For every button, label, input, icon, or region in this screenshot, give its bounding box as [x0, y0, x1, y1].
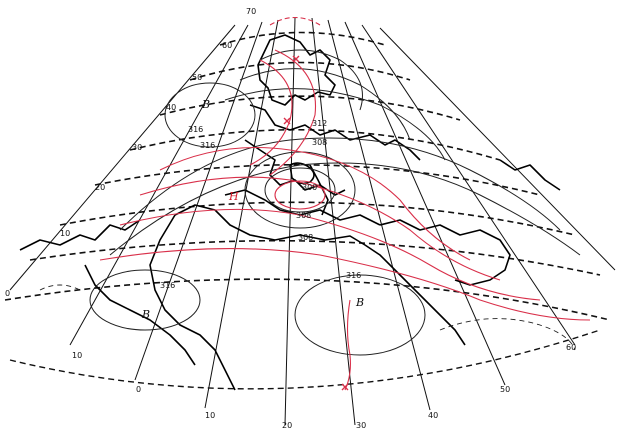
- meridian-label-10: 10: [60, 229, 70, 238]
- meridian-label-60: 60: [222, 41, 232, 50]
- center-marker-low: H: [228, 190, 239, 203]
- center-marker-b-south: B: [355, 296, 364, 309]
- contour-label-4: 308: [312, 138, 327, 147]
- bottom-label-50: 50: [500, 385, 510, 394]
- contour-labels: 316 316 312 308 300 308 308 316 316: [160, 119, 361, 290]
- contour-label-9: 316: [160, 281, 175, 290]
- bottom-labels: 10 0 10 20 30 40 50 60: [72, 343, 576, 430]
- contour-label-8: 316: [346, 271, 361, 280]
- meridian-label-40: 40: [166, 103, 176, 112]
- center-marker-b-north: B: [201, 98, 210, 111]
- contour-label-5: 300: [302, 183, 317, 192]
- meridian-label-0: 0: [5, 289, 10, 298]
- contour-label-1: 316: [188, 125, 203, 134]
- pressure-centers: B B B H: [141, 98, 364, 321]
- meridian-label-20: 20: [95, 183, 105, 192]
- meridian-label-30: 30: [132, 143, 142, 152]
- contour-label-2: 316: [200, 141, 215, 150]
- geopotential-isolines: [89, 49, 581, 356]
- center-marker-b-southwest: B: [141, 308, 150, 321]
- meridian-label-70: 70: [246, 7, 256, 16]
- bottom-label-20: 20: [282, 421, 292, 430]
- bottom-label-30: 30: [356, 421, 366, 430]
- bottom-label-10w: 10: [72, 351, 82, 360]
- bottom-label-0: 0: [136, 385, 141, 394]
- meridian-label-50: 50: [192, 73, 202, 82]
- meridian-labels: 70 60 50 40 30 20 10 0: [5, 7, 256, 298]
- bottom-label-60: 60: [566, 343, 576, 352]
- contour-label-7: 308: [298, 233, 313, 242]
- bottom-label-40: 40: [428, 411, 438, 420]
- contour-label-3: 312: [312, 119, 327, 128]
- contour-label-6: 308: [296, 211, 311, 220]
- dashed-isolines: [39, 284, 576, 351]
- thickness-isolines: [99, 16, 591, 391]
- bottom-label-10: 10: [205, 411, 215, 420]
- red-cross-markers: [283, 55, 349, 391]
- meridian-lines: [9, 17, 616, 426]
